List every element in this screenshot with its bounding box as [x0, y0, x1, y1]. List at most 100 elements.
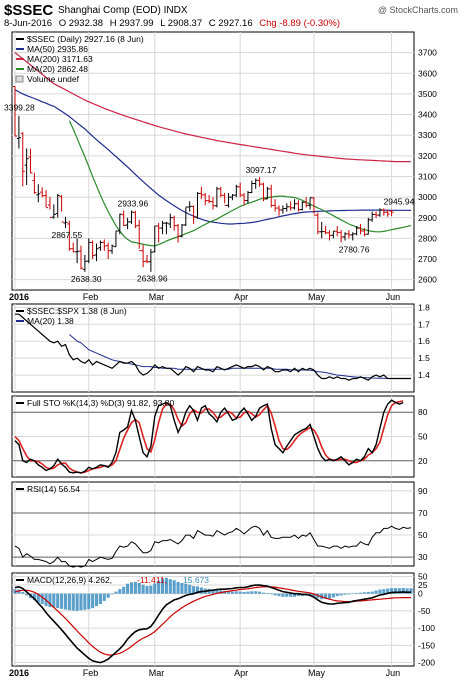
ratio-panel-tick-label: 1.4 [418, 370, 430, 380]
macd-histogram-bar [83, 593, 87, 610]
price-panel-tick-label: 3700 [418, 48, 437, 58]
price-x-tick-label: Apr [234, 292, 248, 302]
macd-histogram-bar [91, 593, 95, 609]
macd-histogram-bar [219, 590, 223, 594]
macd-histogram-bar [292, 593, 297, 597]
price-annotation: 2638.96 [137, 274, 168, 284]
ticker-symbol: $SSEC [4, 2, 54, 19]
macd-histogram-bar [355, 592, 359, 594]
macd-histogram-bar [390, 588, 394, 594]
macd-histogram-bar [405, 588, 409, 594]
macd-histogram-bar [281, 593, 285, 597]
rsi-panel-tick-label: 70 [418, 508, 428, 518]
macd-panel-tick-label: 50 [418, 571, 428, 581]
macd-histogram-bar [56, 593, 60, 609]
macd-histogram-bar [366, 591, 370, 594]
macd-histogram-bar [87, 593, 91, 610]
ratio-legend-label: MA(20) 1.38 [27, 316, 74, 326]
macd-histogram-bar [362, 592, 366, 594]
macd-histogram-bar [269, 593, 273, 595]
macd-histogram-bar [71, 593, 75, 611]
price-panel-border [11, 31, 415, 291]
macd-histogram-bar [48, 593, 52, 608]
price-panel-tick-label: 3100 [418, 171, 437, 181]
macd-line [14, 584, 412, 664]
macd-histogram-bar [195, 586, 200, 594]
macd-histogram-bar [370, 591, 374, 594]
macd-histogram-bar [358, 592, 363, 594]
macd-histogram-bar [261, 592, 266, 594]
ratio-panel-tick-label: 1.7 [418, 319, 430, 329]
macd-histogram-bar [102, 593, 106, 601]
price-annotation: 3399.28 [4, 103, 35, 113]
macd-histogram-bar [126, 583, 130, 594]
ratio-panel-border [11, 303, 415, 393]
macd-histogram-bar [52, 593, 56, 608]
macd-histogram-bar [258, 591, 262, 594]
chart-header: $SSEC Shanghai Comp (EOD) INDX @ StockCh… [4, 2, 460, 30]
macd-histogram-bar [250, 591, 254, 594]
rsi-panel-tick-label: 50 [418, 530, 428, 540]
macd-histogram-bar [60, 593, 64, 609]
macd-x-tick-label: May [308, 668, 326, 678]
quote-date: 8-Jun-2016 [4, 18, 53, 29]
rsi-panel-tick-label: 30 [418, 552, 428, 562]
macd-x-tick-label: Jun [386, 668, 401, 678]
macd-panel-tick-label: -150 [418, 640, 435, 650]
macd-histogram-bar [188, 584, 192, 594]
price-panel-tick-label: 3600 [418, 68, 437, 78]
macd-histogram-bar [184, 583, 188, 594]
price-legend-label: MA(200) 3171.63 [27, 54, 93, 64]
macd-histogram-bar [110, 593, 114, 595]
macd-panel-tick-label: 0 [418, 589, 423, 599]
quote-change: Chg -8.89 (-0.30%) [259, 18, 341, 29]
macd-histogram-bar [234, 591, 238, 594]
macd-histogram-bar [296, 593, 300, 597]
macd-histogram-bar [343, 593, 347, 595]
quote-high: H 2937.99 [109, 18, 154, 29]
macd-histogram-bar [36, 593, 40, 603]
macd-histogram-bar [75, 593, 79, 611]
macd-histogram-bar [145, 586, 149, 594]
price-panel-tick-label: 2600 [418, 275, 437, 285]
price-x-tick-label: 2016 [9, 292, 29, 302]
price-panel-tick-label: 3300 [418, 130, 437, 140]
macd-histogram-bar [122, 586, 126, 594]
price-legend-label: MA(20) 2862.48 [27, 64, 88, 74]
instrument-name: Shanghai Comp (EOD) INDX [58, 5, 188, 16]
macd-histogram-bar [176, 581, 180, 594]
quote-low: L 2908.37 [160, 18, 203, 29]
sto-k-line [14, 399, 404, 474]
macd-legend-label: MACD(12,26,9) 4.262, [27, 575, 112, 585]
price-x-tick-label: Mar [149, 292, 165, 302]
macd-x-tick-label: Apr [234, 668, 248, 678]
macd-x-tick-label: Mar [149, 668, 165, 678]
sto-panel-tick-label: 20 [418, 456, 428, 466]
price-panel-tick-label: 3500 [418, 89, 437, 99]
macd-histogram-bar [238, 591, 242, 594]
macd-histogram-bar [351, 593, 355, 594]
macd-histogram-bar [397, 588, 401, 594]
macd-histogram-bar [63, 593, 68, 610]
macd-histogram-bar [137, 582, 141, 594]
ma200-line [14, 52, 412, 163]
macd-histogram-bar [118, 589, 122, 594]
price-panel-tick-label: 3400 [418, 110, 437, 120]
rsi-panel-border [11, 481, 415, 567]
ratio-panel-tick-label: 1.5 [418, 353, 430, 363]
macd-histogram-bar [32, 593, 36, 601]
macd-histogram-bar [273, 593, 277, 596]
macd-histogram-bar [312, 593, 316, 597]
macd-histogram-bar [25, 593, 29, 596]
price-legend-swatch [15, 75, 24, 83]
macd-histogram-bar [114, 591, 118, 594]
sto-panel-tick-label: 80 [418, 407, 428, 417]
macd-histogram-bar [386, 588, 390, 594]
macd-histogram-bar [164, 577, 168, 594]
macd-panel-tick-label: 25 [418, 580, 428, 590]
macd-histogram-bar [382, 589, 386, 594]
quote-line: 8-Jun-2016 O 2932.38 H 2937.99 L 2908.37… [4, 18, 344, 29]
quote-open: O 2932.38 [58, 18, 104, 29]
